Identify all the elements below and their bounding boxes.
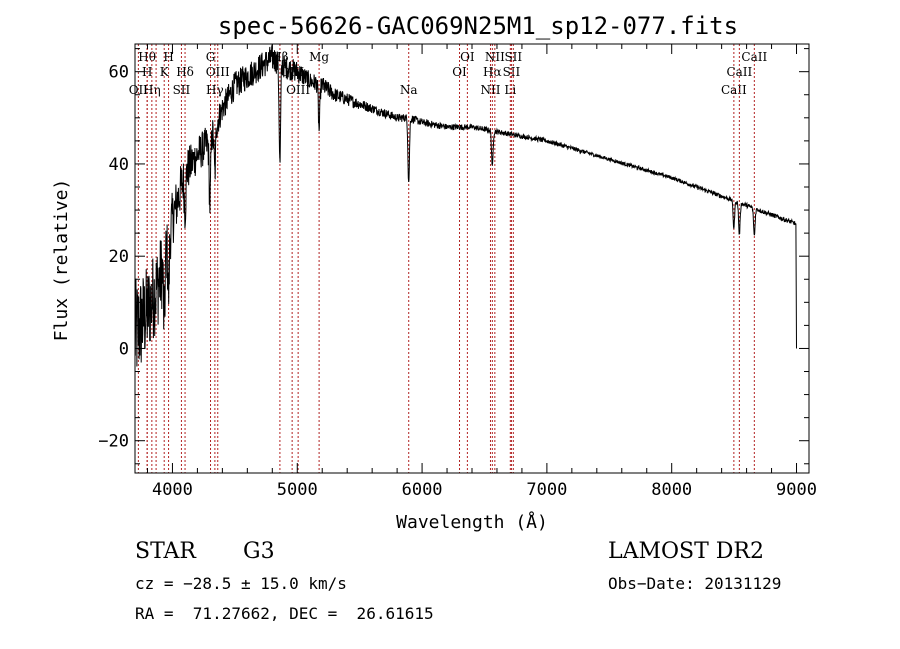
spectral-line-label: NII [485,50,505,64]
spectral-line-label: CaII [721,83,747,97]
x-axis: 4000 5000 6000 7000 8000 9000 [146,44,817,500]
spectral-line-label: CaII [741,50,767,64]
object-subclass: G3 [243,539,275,564]
spectral-line-label: Mg [309,50,329,64]
spectral-line-label: Hα [483,65,502,79]
y-tick-label: 0 [119,339,129,359]
spectral-line-label: Hδ [176,65,194,79]
x-tick-label: 9000 [776,480,817,500]
spectrum-series [134,44,797,367]
coordinates: RA = 71.27662, DEC = 26.61615 [135,604,434,623]
chart-title: spec-56626-GAC069N25M1_sp12-077.fits [218,12,738,40]
spectral-line-label: Hγ [206,83,224,97]
spectral-line-label: Na [400,83,418,97]
spectral-line-label: CaII [726,65,752,79]
observation-date: Obs−Date: 20131129 [608,574,782,593]
spectral-line-label: OII [129,83,149,97]
survey-name: LAMOST DR2 [608,539,764,564]
y-axis-label: Flux (relative) [51,179,72,342]
spectral-line-label: SII [504,50,522,64]
y-tick-label: 60 [109,63,129,83]
redshift-velocity: cz = −28.5 ± 15.0 km/s [135,574,347,593]
y-tick-label: 40 [109,155,129,175]
spectral-line-label: SII [503,65,521,79]
spectral-line-label: NII [480,83,500,97]
spectral-line-label: OI [460,50,475,64]
spectral-line-label: H [163,50,173,64]
plot-frame [134,43,810,474]
spectral-line-label: OIII [206,65,230,79]
y-tick-label: 20 [109,247,129,267]
x-tick-label: 7000 [526,480,567,500]
x-axis-label: Wavelength (Å) [396,511,548,533]
spectral-line-label: Li [504,83,516,97]
flux-line [134,44,797,367]
spectral-line-label: Hη [143,83,161,97]
spectral-line-label: H [142,65,152,79]
spectral-line-label: OI [452,65,467,79]
x-tick-label: 5000 [277,480,318,500]
x-tick-label: 8000 [651,480,692,500]
spectral-line-label: G [206,50,216,64]
y-tick-label: −20 [98,432,129,452]
x-tick-label: 6000 [402,480,443,500]
spectral-line-label: SII [173,83,191,97]
object-class: STAR [135,539,196,564]
x-tick-label: 4000 [152,480,193,500]
y-axis: −20 0 20 40 60 [98,48,809,465]
spectral-line-label: OIII [286,83,310,97]
spectral-line-label: K [160,65,170,79]
